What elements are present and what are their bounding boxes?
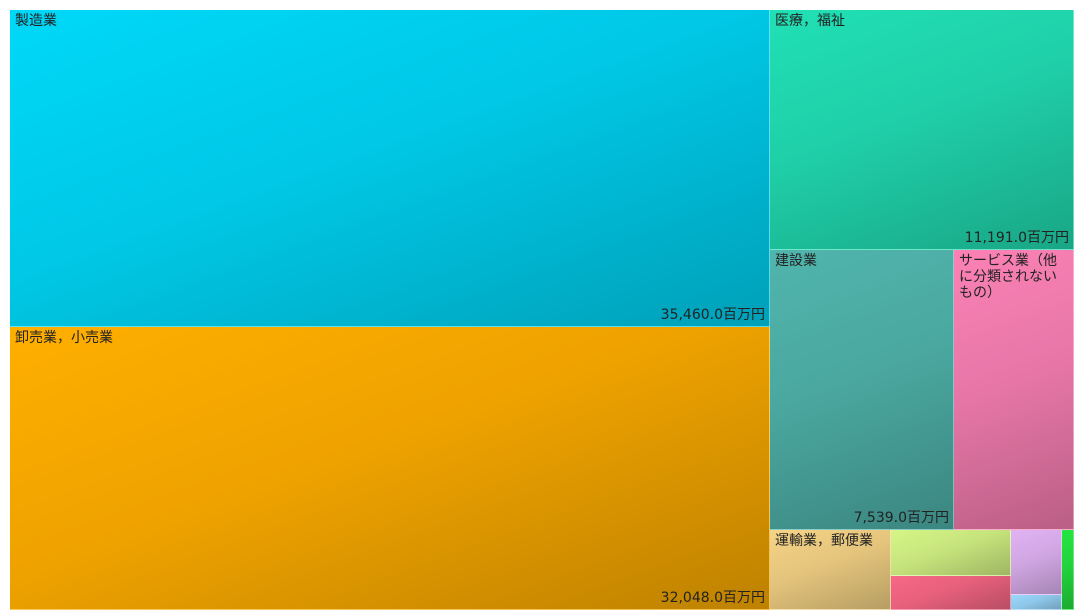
treemap-tile-value: 7,539.0百万円 — [853, 510, 949, 526]
treemap-tile-label: 運輸業，郵便業 — [775, 533, 873, 549]
treemap-tile-value: 32,048.0百万円 — [660, 590, 765, 606]
treemap-tile: サービス業（他に分類されないもの） — [954, 250, 1074, 530]
treemap-tile-label: 建設業 — [775, 253, 817, 269]
treemap-tile — [1011, 595, 1062, 610]
treemap-tile-label: 医療，福祉 — [775, 13, 845, 29]
treemap-tile-value: 11,191.0百万円 — [964, 230, 1069, 246]
treemap-chart: 製造業 35,460.0百万円卸売業，小売業 32,048.0百万円 医療，福祉 11,… — [10, 10, 1074, 610]
treemap-tile: 運輸業，郵便業 — [770, 530, 891, 610]
treemap-tile-label: 卸売業，小売業 — [15, 330, 113, 346]
treemap-tile: 医療，福祉 11,191.0百万円 — [770, 10, 1074, 250]
treemap-tile-label: 製造業 — [15, 13, 57, 29]
treemap-tile: 卸売業，小売業 32,048.0百万円 — [10, 327, 770, 610]
treemap-tile-label: サービス業（他に分類されないもの） — [959, 253, 1057, 301]
treemap-tile: 建設業 7,539.0百万円 — [770, 250, 954, 530]
treemap-tile-value: 35,460.0百万円 — [660, 307, 765, 323]
treemap-tile — [1011, 530, 1062, 595]
treemap-tile: 製造業 35,460.0百万円 — [10, 10, 770, 327]
treemap-tile — [1062, 530, 1074, 610]
treemap-tile — [891, 576, 1011, 610]
treemap-tile — [891, 530, 1011, 576]
